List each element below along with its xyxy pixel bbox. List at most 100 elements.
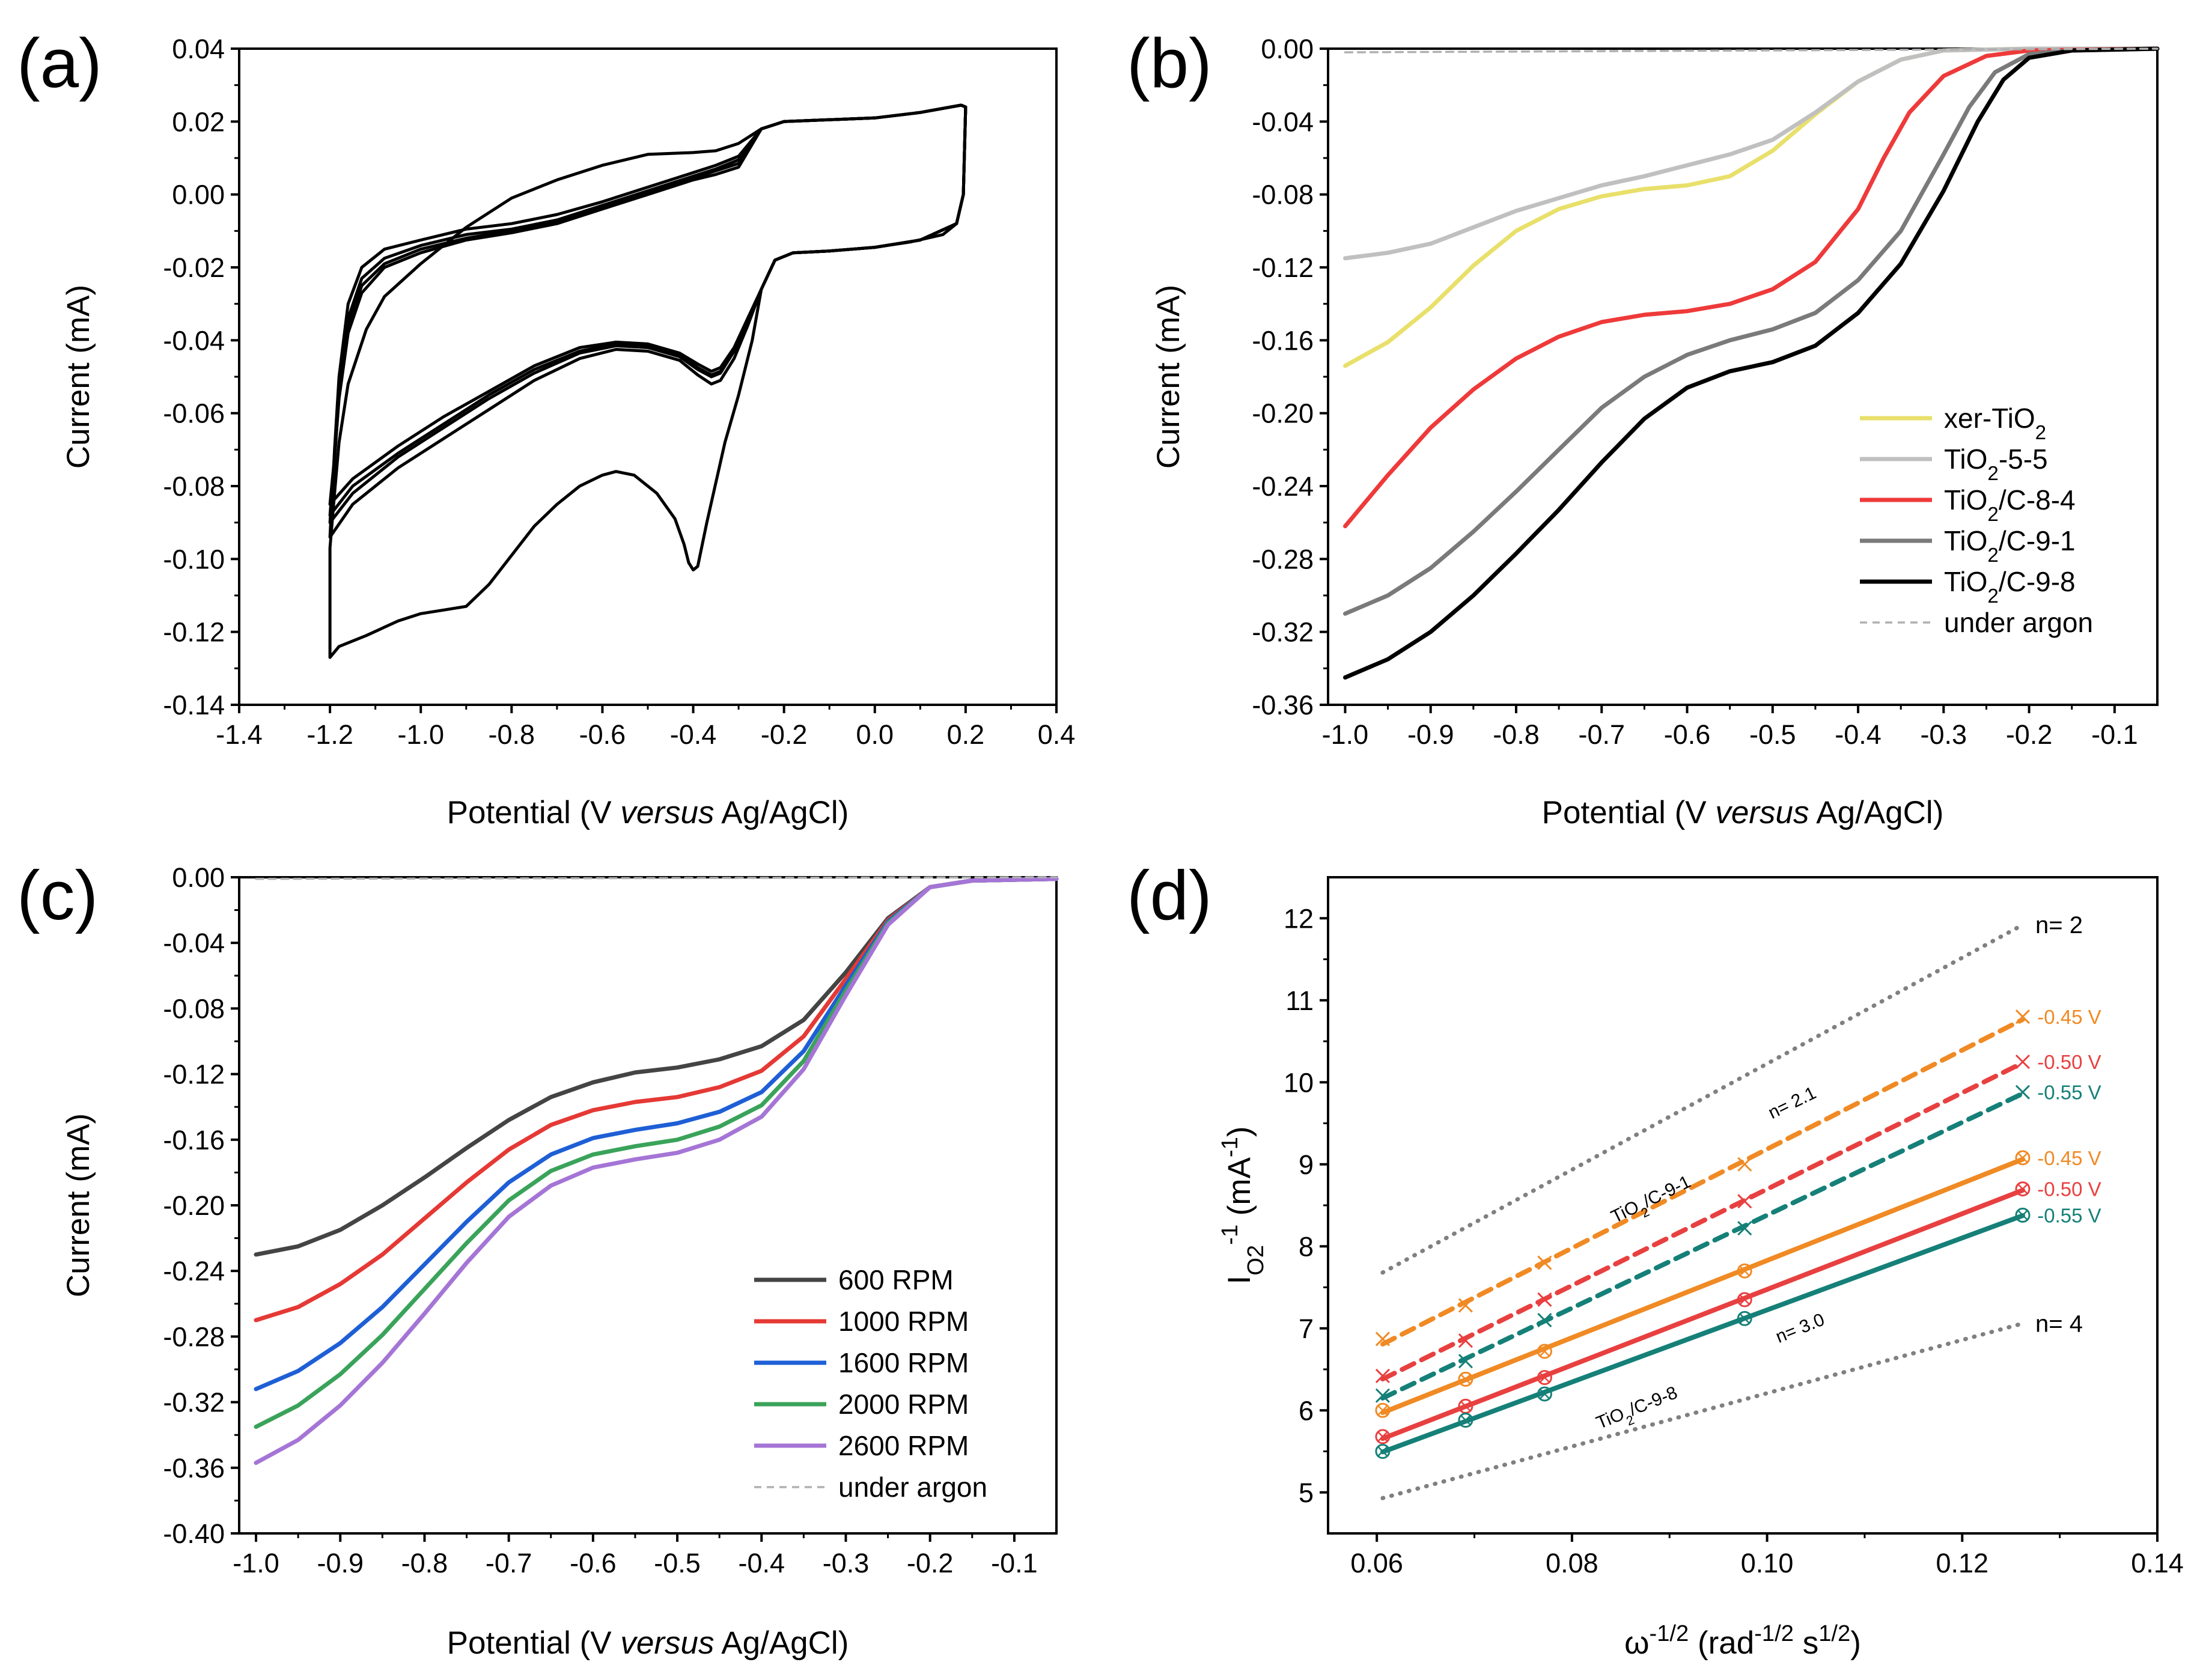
data-point xyxy=(1458,1413,1473,1428)
fit-line xyxy=(1380,1187,2025,1441)
data-point xyxy=(1737,1263,1752,1279)
x-tick-label: -0.8 xyxy=(401,1548,448,1578)
legend-label: 1000 RPM xyxy=(838,1306,969,1337)
plot-frame xyxy=(238,47,1058,706)
x-tick-label: -0.4 xyxy=(1835,719,1882,750)
x-tick-label: -0.7 xyxy=(1578,719,1625,750)
data-point xyxy=(1375,1429,1391,1444)
y-tick-label: 0.00 xyxy=(172,180,225,210)
data-point-cross xyxy=(1460,1374,1471,1385)
data-point xyxy=(1737,1194,1752,1209)
data-point-cross xyxy=(2017,1183,2028,1195)
x-tick-label: -0.7 xyxy=(486,1548,532,1578)
x-tick-label: -0.6 xyxy=(1664,719,1711,750)
x-tick-label: -1.2 xyxy=(306,719,353,750)
y-tick-label: -0.02 xyxy=(163,252,225,283)
x-tick-label: -0.5 xyxy=(1749,719,1796,750)
x-tick-label: -0.4 xyxy=(739,1548,785,1578)
data-point xyxy=(1458,1354,1473,1369)
y-tick-label: -0.12 xyxy=(1252,252,1314,283)
tio2-c-9-1-label: TiO2/C-9-1 xyxy=(1608,1172,1696,1233)
tio2-c-9-8-label: TiO2/C-9-8 xyxy=(1594,1383,1683,1439)
x-tick-label: -0.3 xyxy=(823,1548,870,1578)
voltage-label-solid: -0.55 V xyxy=(2037,1204,2101,1226)
data-point xyxy=(1537,1386,1552,1402)
fit-line xyxy=(1380,1213,2025,1455)
fit-line xyxy=(1380,1157,2025,1415)
x-tick-label: -0.3 xyxy=(1921,719,1967,750)
data-point xyxy=(1375,1402,1391,1418)
data-point-cross xyxy=(1377,1405,1388,1416)
data-point xyxy=(1458,1371,1473,1387)
x-tick-label: -0.8 xyxy=(489,719,535,750)
data-point xyxy=(1537,1255,1552,1270)
rpm-curve xyxy=(254,877,1059,1429)
data-point xyxy=(2015,1009,2031,1024)
x-tick-label: -0.1 xyxy=(2091,719,2138,750)
x-tick-label: 0.2 xyxy=(947,719,985,750)
y-axis-title: Current (mA) xyxy=(61,1113,96,1297)
y-tick-label: -0.06 xyxy=(163,398,225,429)
lsv-curve xyxy=(1343,46,2160,616)
cv-cycle-line xyxy=(328,103,967,517)
y-tick-label: 8 xyxy=(1299,1231,1314,1262)
legend-label: TiO2/C-9-8 xyxy=(1944,566,2076,607)
rpm-curve xyxy=(254,877,1059,1465)
rpm-curve xyxy=(254,877,1059,1257)
legend-label: 2600 RPM xyxy=(838,1430,969,1461)
data-point-cross xyxy=(1739,1294,1751,1305)
data-point xyxy=(2015,1055,2031,1070)
data-point-cross xyxy=(1739,1313,1751,1324)
y-tick-label: -0.28 xyxy=(163,1321,225,1352)
x-tick-label: 0.14 xyxy=(2131,1548,2184,1578)
data-point xyxy=(1737,1221,1752,1236)
y-tick-label: -0.20 xyxy=(163,1190,225,1221)
data-point xyxy=(1737,1157,1752,1172)
y-tick-label: -0.20 xyxy=(1252,398,1314,429)
x-tick-label: -0.5 xyxy=(654,1548,701,1578)
legend-label: xer-TiO2 xyxy=(1944,403,2046,444)
plot-frame xyxy=(1327,876,2159,1535)
data-point xyxy=(1375,1332,1390,1347)
fit-line xyxy=(1380,1060,2025,1382)
data-point xyxy=(1537,1370,1552,1386)
voltage-label-dashed: -0.50 V xyxy=(2037,1051,2101,1073)
data-point-cross xyxy=(1539,1346,1550,1357)
voltage-label-solid: -0.50 V xyxy=(2037,1178,2101,1201)
data-point xyxy=(2015,1150,2031,1166)
legend-label: 1600 RPM xyxy=(838,1347,969,1378)
y-axis-title: Current (mA) xyxy=(1151,285,1186,469)
x-tick-label: -0.2 xyxy=(907,1548,954,1578)
legend-label: TiO2-5-5 xyxy=(1944,443,2048,485)
y-tick-label: -0.16 xyxy=(1252,325,1314,356)
voltage-label-dashed: -0.55 V xyxy=(2037,1082,2101,1104)
lsv-curve xyxy=(1343,46,2160,368)
lsv-curve xyxy=(1343,46,2160,529)
data-point xyxy=(1375,1368,1390,1383)
n2-label: n= 2 xyxy=(2035,912,2083,939)
x-tick-label: -0.2 xyxy=(2006,719,2053,750)
x-axis-title: Potential (V versus Ag/AgCl) xyxy=(447,1625,849,1661)
legend-label: under argon xyxy=(1944,607,2093,638)
voltage-label-solid: -0.45 V xyxy=(2037,1147,2101,1169)
theory-line xyxy=(1380,1321,2025,1500)
data-point xyxy=(1537,1344,1552,1359)
panel-letter: (a) xyxy=(17,24,102,102)
rpm-curve xyxy=(254,877,1059,1322)
cv-cycle-line xyxy=(328,103,967,525)
data-point-cross xyxy=(2017,1210,2028,1221)
x-tick-label: 0.08 xyxy=(1546,1548,1598,1578)
data-point xyxy=(1537,1313,1552,1328)
y-tick-label: 12 xyxy=(1284,903,1314,934)
y-tick-label: 0.00 xyxy=(172,862,225,893)
data-point xyxy=(2015,1181,2031,1197)
panel-letter: (d) xyxy=(1127,856,1212,934)
y-tick-label: -0.36 xyxy=(163,1453,225,1484)
voltage-label-dashed: -0.45 V xyxy=(2037,1006,2101,1028)
y-tick-label: -0.32 xyxy=(1252,617,1314,648)
cv-cycle-line xyxy=(328,103,967,539)
y-axis-title: Current (mA) xyxy=(61,285,96,469)
data-point-cross xyxy=(1377,1446,1388,1457)
data-point-cross xyxy=(1460,1401,1471,1412)
y-tick-label: -0.08 xyxy=(163,993,225,1024)
